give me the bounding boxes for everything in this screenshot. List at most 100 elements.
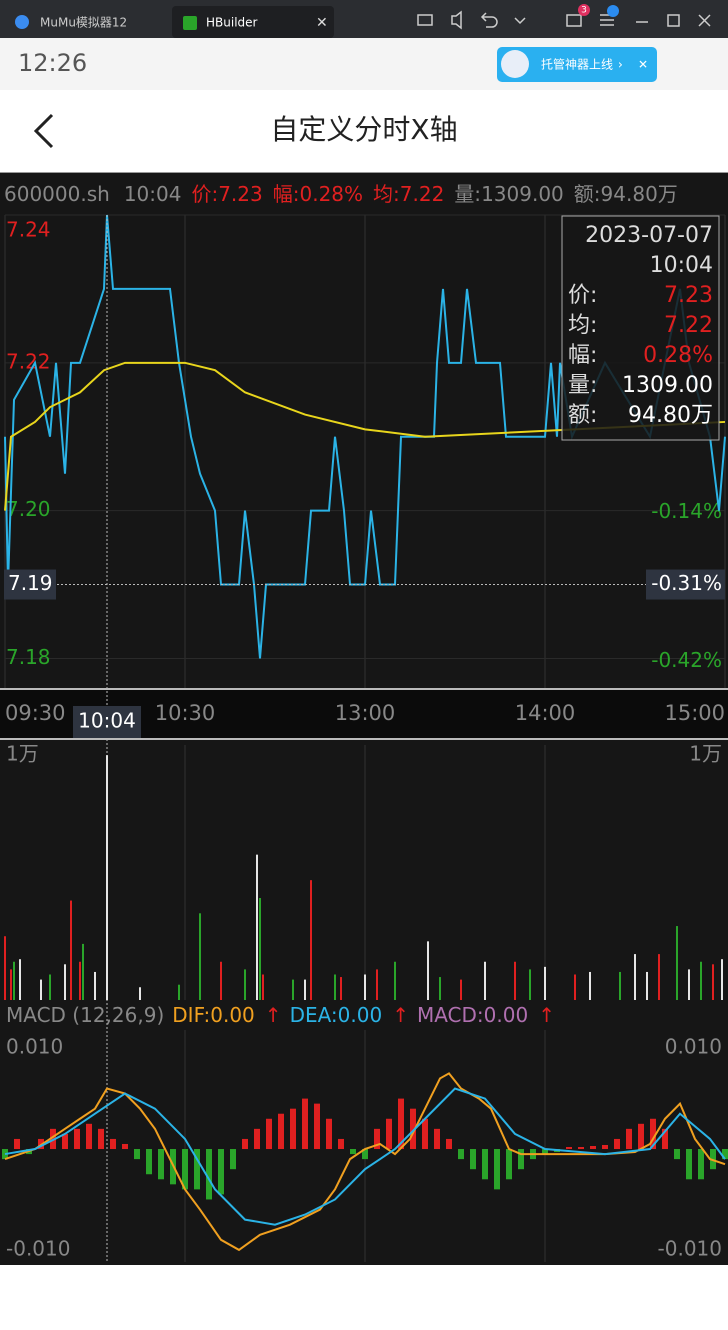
toast-arrow: › xyxy=(618,58,623,72)
volume-bar xyxy=(304,979,306,1000)
tooltip: 2023-07-07 10:04 价: 7.23 均: 7.22 幅: 0.28% 量: 13… xyxy=(561,215,720,441)
macd-bar xyxy=(482,1149,488,1180)
macd-bar xyxy=(290,1108,296,1150)
volume-bar xyxy=(544,966,546,1000)
tooltip-label: 幅: xyxy=(568,343,597,368)
volume-bar xyxy=(310,880,312,1000)
volume-label: 量: xyxy=(454,182,481,206)
macd-bar xyxy=(542,1149,548,1155)
macd-bar xyxy=(122,1143,128,1150)
macd-bar xyxy=(578,1147,584,1150)
close-window[interactable] xyxy=(698,14,711,27)
macd-bar xyxy=(206,1149,212,1200)
volume-bar xyxy=(460,979,462,1000)
update-dot xyxy=(607,5,619,17)
macd-bar xyxy=(242,1138,248,1150)
divider xyxy=(0,738,728,740)
menu-icon[interactable] xyxy=(514,17,526,25)
macd-bar xyxy=(98,1128,104,1150)
keyboard-icon[interactable] xyxy=(417,14,433,26)
macd-bar xyxy=(614,1138,620,1150)
mail-icon[interactable] xyxy=(566,14,582,27)
tab-active[interactable] xyxy=(172,6,334,38)
tooltip-value: 1309.00 xyxy=(622,373,713,398)
toast-text[interactable]: 托管神器上线 xyxy=(541,57,613,72)
volume-bar xyxy=(10,969,12,1000)
macd-bar xyxy=(494,1149,500,1190)
volume-bar xyxy=(259,898,261,1000)
macd-bar xyxy=(686,1149,692,1180)
x-tick-label: 14:00 xyxy=(515,701,576,725)
macd-bar xyxy=(62,1133,68,1150)
y-tick-label: 1万 xyxy=(689,742,722,766)
toast[interactable] xyxy=(497,47,657,82)
tab-title[interactable]: MuMu模拟器12 xyxy=(40,16,127,30)
macd-bar xyxy=(218,1149,224,1195)
clock: 12:26 xyxy=(18,49,87,77)
macd-bar xyxy=(362,1149,368,1160)
y-tick-label: 0.010 xyxy=(6,1035,63,1059)
macd-bar xyxy=(446,1138,452,1150)
crosshair-y2-label: -0.31% xyxy=(651,571,722,595)
tab-icon xyxy=(15,15,29,29)
tab-title[interactable]: HBuilder xyxy=(206,16,258,30)
volume-bar xyxy=(49,974,51,1000)
y-tick-label: -0.010 xyxy=(658,1236,722,1260)
price-label: 价: xyxy=(191,182,218,206)
macd-bar xyxy=(650,1118,656,1150)
x-tick-label: 09:30 xyxy=(5,701,66,725)
volume-bar xyxy=(139,987,141,1000)
volume-bar xyxy=(484,961,486,1000)
tooltip-value: 7.23 xyxy=(664,283,713,308)
volume-bar xyxy=(334,974,336,1000)
volume-bar xyxy=(376,969,378,1000)
y-tick-label: 0.010 xyxy=(665,1035,722,1059)
tooltip-value: 0.28% xyxy=(643,343,713,368)
back-button[interactable] xyxy=(33,113,54,149)
macd-bar xyxy=(458,1149,464,1160)
y2-tick-label: -0.42% xyxy=(651,648,722,672)
macd-bar xyxy=(230,1149,236,1170)
footer xyxy=(0,1265,728,1330)
macd-bar xyxy=(698,1149,704,1180)
y-tick-label: 7.24 xyxy=(6,218,51,242)
volume-bar xyxy=(634,954,636,1000)
y-tick-label: 7.18 xyxy=(6,645,51,669)
back-icon[interactable] xyxy=(480,12,498,28)
macd-bar xyxy=(422,1118,428,1150)
volume-icon[interactable] xyxy=(451,10,462,30)
quote-bar: 600000.sh 10:04 价:7.23 幅:0.28% 均:7.22 量:1309.… xyxy=(4,182,678,206)
macd-header: MACD (12,26,9) DIF:0.00 ↑ DEA:0.00 ↑ MACD:0.0… xyxy=(6,1003,555,1027)
tooltip-value: 7.22 xyxy=(664,313,713,338)
macd-title: MACD (12,26,9) xyxy=(6,1003,164,1027)
toast-close[interactable]: ✕ xyxy=(638,58,648,72)
series-line xyxy=(4,1087,726,1226)
macd-bar xyxy=(674,1149,680,1160)
maximize[interactable] xyxy=(667,14,680,27)
volume-bar xyxy=(688,969,690,1000)
volume-bar xyxy=(676,926,678,1000)
volume-bar xyxy=(658,954,660,1000)
y-tick-label: 1万 xyxy=(6,742,39,766)
volume-bar xyxy=(244,969,246,1000)
close-tab[interactable]: ✕ xyxy=(316,15,328,31)
change: 0.28% xyxy=(299,182,363,206)
macd-bar xyxy=(506,1149,512,1180)
series-line xyxy=(4,361,726,511)
volume-bar xyxy=(106,755,108,1000)
volume-bar xyxy=(700,961,702,1000)
volume-bar xyxy=(529,969,531,1000)
macd-bar xyxy=(326,1118,332,1150)
macd-bar xyxy=(470,1149,476,1170)
macd-bar xyxy=(194,1149,200,1190)
time: 10:04 xyxy=(124,182,182,206)
volume-bar xyxy=(340,977,342,1000)
crosshair-y2-box xyxy=(646,569,725,600)
macd-bar xyxy=(74,1128,80,1150)
tooltip-label: 均: xyxy=(568,313,597,338)
legend-entry: MACD:0.00 xyxy=(417,1003,528,1027)
legend-arrow: ↑ xyxy=(392,1003,409,1027)
crosshair-x-label: 10:04 xyxy=(78,709,136,733)
